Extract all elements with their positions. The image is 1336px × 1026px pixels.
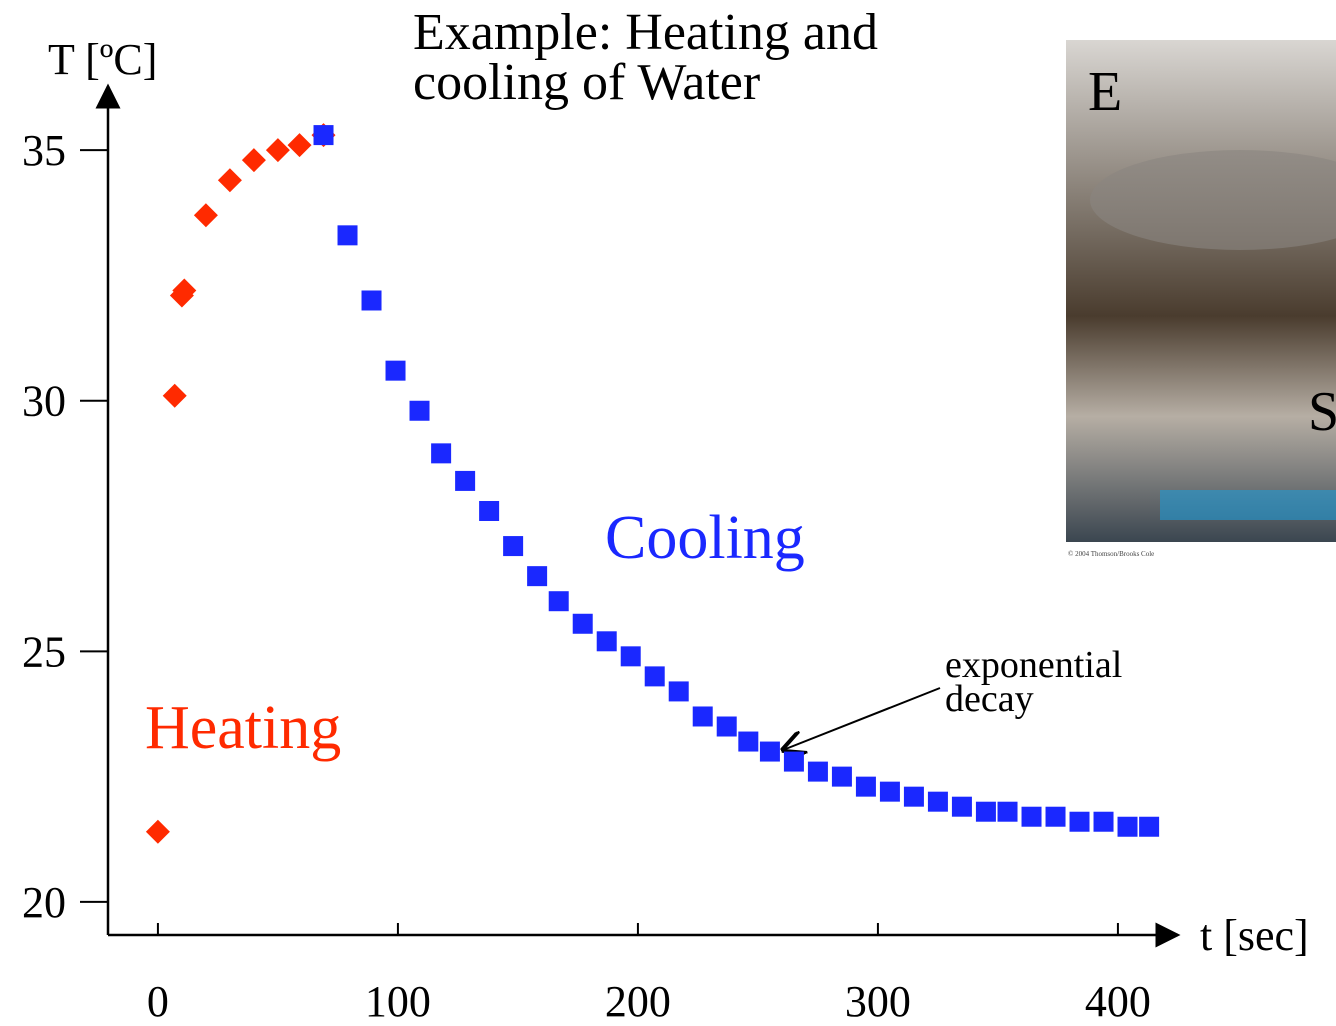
data-point xyxy=(783,751,804,772)
data-point xyxy=(455,470,476,491)
photo: E S © 2004 Thomson/Brooks Cole xyxy=(1066,40,1336,558)
data-point xyxy=(927,791,948,812)
photo-letter: E xyxy=(1088,61,1122,123)
data-point xyxy=(548,591,569,612)
chart-title: Example: Heating and cooling of Water xyxy=(413,4,878,111)
data-point xyxy=(1093,811,1114,832)
data-point xyxy=(855,776,876,797)
x-tick-label: 300 xyxy=(845,977,911,1026)
data-point xyxy=(527,566,548,587)
data-point xyxy=(409,400,430,421)
data-point xyxy=(975,801,996,822)
data-point xyxy=(997,801,1018,822)
y-axis-label: T [ºC] xyxy=(48,35,157,84)
flame xyxy=(1160,490,1336,520)
data-point xyxy=(738,731,759,752)
x-tick-label: 100 xyxy=(365,977,431,1026)
y-tick-label: 35 xyxy=(22,126,66,175)
data-point xyxy=(172,278,197,303)
data-point xyxy=(385,360,406,381)
data-point xyxy=(620,646,641,667)
photo-credit: © 2004 Thomson/Brooks Cole xyxy=(1068,550,1154,558)
data-point xyxy=(1069,811,1090,832)
data-point xyxy=(807,761,828,782)
photo-image xyxy=(1066,40,1336,542)
data-point xyxy=(503,536,524,557)
x-tick-label: 400 xyxy=(1085,977,1151,1026)
data-point xyxy=(831,766,852,787)
data-point xyxy=(903,786,924,807)
data-point xyxy=(596,631,617,652)
x-tick-label: 200 xyxy=(605,977,671,1026)
data-point xyxy=(692,706,713,727)
data-point xyxy=(1045,806,1066,827)
series-label: Heating xyxy=(145,694,341,762)
pot-lid xyxy=(1090,150,1336,250)
photo-letter: S xyxy=(1308,381,1336,443)
data-point xyxy=(1117,816,1138,837)
x-tick-label: 0 xyxy=(147,977,169,1026)
data-point xyxy=(1021,806,1042,827)
y-tick-label: 25 xyxy=(22,627,66,676)
data-point xyxy=(1139,816,1160,837)
data-point xyxy=(193,203,218,228)
data-point xyxy=(337,225,358,246)
series-label: Cooling xyxy=(605,504,805,572)
data-point xyxy=(162,383,187,408)
x-axis-label: t [sec] xyxy=(1200,911,1309,960)
data-point xyxy=(879,781,900,802)
data-point xyxy=(313,125,334,146)
data-point xyxy=(572,613,593,634)
data-point xyxy=(668,681,689,702)
data-point xyxy=(431,443,452,464)
data-point xyxy=(759,741,780,762)
y-tick-label: 20 xyxy=(22,878,66,927)
annotation-arrow xyxy=(783,687,941,750)
data-point xyxy=(265,138,290,163)
data-point xyxy=(644,666,665,687)
data-point xyxy=(217,168,242,193)
data-point xyxy=(361,290,382,311)
data-point xyxy=(479,500,500,521)
data-point xyxy=(951,796,972,817)
annotation: exponential decay xyxy=(945,644,1123,720)
data-point xyxy=(241,148,266,173)
data-point xyxy=(145,819,170,844)
data-point xyxy=(716,716,737,737)
data-point xyxy=(287,133,312,158)
y-tick-label: 30 xyxy=(22,377,66,426)
